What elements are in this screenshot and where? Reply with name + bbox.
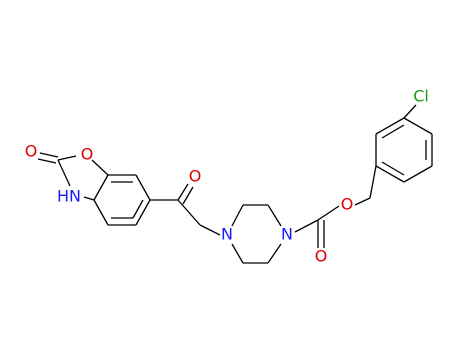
bond <box>403 117 433 135</box>
atom-label: HN <box>57 187 81 206</box>
bond <box>199 224 221 236</box>
bond <box>83 196 95 201</box>
atom-label: O <box>81 145 94 164</box>
atom-label: O <box>189 167 202 186</box>
bond <box>294 219 319 233</box>
bond <box>177 183 189 201</box>
bond <box>403 165 433 183</box>
bond <box>403 104 417 119</box>
bond <box>375 165 405 183</box>
bond <box>231 243 244 264</box>
bond <box>132 199 144 219</box>
bond <box>57 155 77 161</box>
bond <box>135 199 151 226</box>
bond <box>91 159 109 176</box>
bond <box>317 205 340 221</box>
bond <box>135 174 151 201</box>
bond <box>182 186 194 205</box>
atom-label: O <box>315 247 328 266</box>
bond <box>354 197 371 206</box>
atom-label: O <box>25 142 38 161</box>
bond <box>375 117 405 135</box>
atom-label: N <box>221 225 233 244</box>
bond <box>39 152 59 158</box>
bond <box>381 124 405 139</box>
atom-label: N <box>281 225 293 244</box>
bond <box>369 165 377 199</box>
bond <box>267 204 282 227</box>
bonds <box>37 104 433 264</box>
bond <box>381 161 405 176</box>
bond <box>231 204 244 227</box>
atom-label: O <box>341 195 354 214</box>
bond <box>93 174 109 201</box>
bond <box>37 158 57 164</box>
bond <box>93 199 109 226</box>
atom-label: Cl <box>413 87 429 106</box>
bond <box>177 199 201 226</box>
bond <box>57 159 71 187</box>
bond <box>267 243 282 264</box>
